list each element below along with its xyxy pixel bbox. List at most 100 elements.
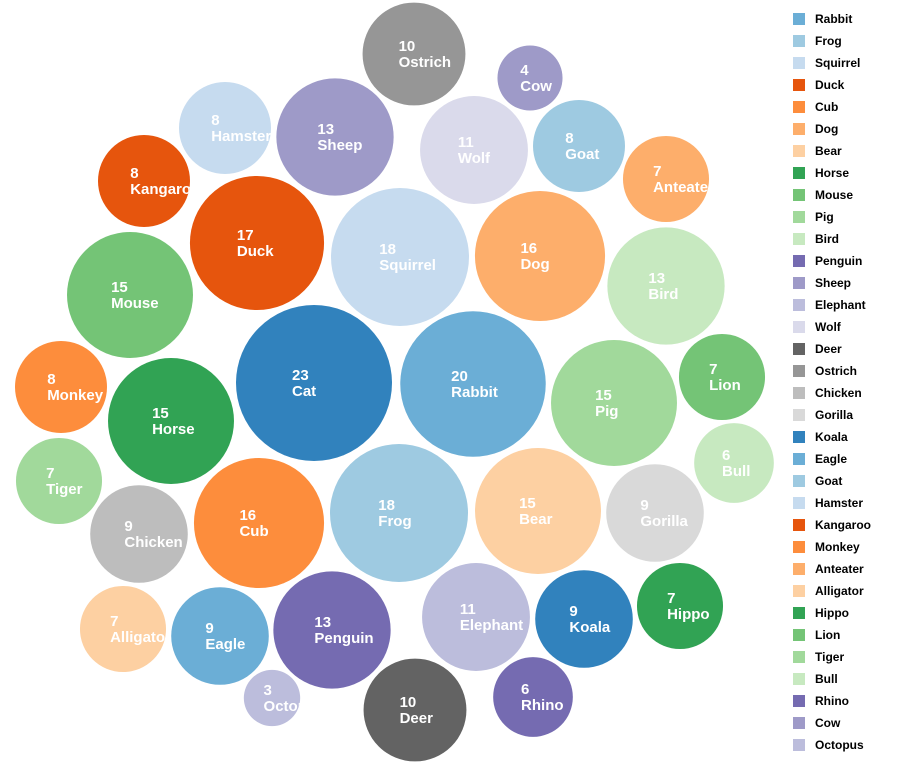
- bubble-circle-sheep[interactable]: [276, 78, 394, 196]
- bubble-circle-ostrich[interactable]: [362, 2, 466, 106]
- legend-item-monkey[interactable]: Monkey: [793, 536, 913, 558]
- bubble-circle-bird[interactable]: [607, 227, 725, 345]
- legend-item-horse[interactable]: Horse: [793, 162, 913, 184]
- legend-item-squirrel[interactable]: Squirrel: [793, 52, 913, 74]
- bubble-circle-deer[interactable]: [363, 658, 467, 762]
- bubble-circle-cub[interactable]: [193, 457, 325, 589]
- legend-item-hippo[interactable]: Hippo: [793, 602, 913, 624]
- bubble-circle-koala[interactable]: [535, 570, 633, 668]
- bubble-circle-elephant[interactable]: [422, 563, 530, 671]
- legend-item-anteater[interactable]: Anteater: [793, 558, 913, 580]
- legend-item-octopus[interactable]: Octopus: [793, 734, 913, 756]
- bubble-circle-lion[interactable]: [678, 333, 766, 421]
- legend-item-bear[interactable]: Bear: [793, 140, 913, 162]
- bubble-circle-dog[interactable]: [474, 190, 606, 322]
- legend-item-dog[interactable]: Dog: [793, 118, 913, 140]
- legend-item-bird[interactable]: Bird: [793, 228, 913, 250]
- bubble-circle-eagle[interactable]: [171, 587, 269, 685]
- legend-item-rhino[interactable]: Rhino: [793, 690, 913, 712]
- legend-item-ostrich[interactable]: Ostrich: [793, 360, 913, 382]
- legend-item-penguin[interactable]: Penguin: [793, 250, 913, 272]
- bubble-circle-squirrel[interactable]: [330, 187, 470, 327]
- bubble-circle-anteater[interactable]: [622, 135, 710, 223]
- bubble-circle-pig[interactable]: [551, 340, 677, 466]
- bubble-circle-cat[interactable]: [236, 305, 392, 461]
- bubble-circle-octopus[interactable]: [243, 669, 301, 727]
- legend-item-bull[interactable]: Bull: [793, 668, 913, 690]
- legend-item-chicken[interactable]: Chicken: [793, 382, 913, 404]
- legend-item-duck[interactable]: Duck: [793, 74, 913, 96]
- bubble-circle-bull[interactable]: [694, 423, 774, 503]
- bubble-circle-frog[interactable]: [329, 443, 469, 583]
- bubble-circle-hamster[interactable]: [178, 81, 272, 175]
- legend-item-hamster[interactable]: Hamster: [793, 492, 913, 514]
- bubble-circle-rabbit[interactable]: [400, 311, 546, 457]
- legend-item-koala[interactable]: Koala: [793, 426, 913, 448]
- legend-item-cow[interactable]: Cow: [793, 712, 913, 734]
- bubble-circle-tiger[interactable]: [15, 437, 103, 525]
- legend-item-mouse[interactable]: Mouse: [793, 184, 913, 206]
- bubble-circle-chicken[interactable]: [90, 485, 188, 583]
- bubble-circle-alligator[interactable]: [79, 585, 167, 673]
- legend-item-gorilla[interactable]: Gorilla: [793, 404, 913, 426]
- bubble-circle-rhino[interactable]: [493, 657, 573, 737]
- legend-item-elephant[interactable]: Elephant: [793, 294, 913, 316]
- bubble-circle-gorilla[interactable]: [606, 464, 704, 562]
- legend-item-eagle[interactable]: Eagle: [793, 448, 913, 470]
- bubble-circle-horse[interactable]: [108, 358, 234, 484]
- legend-item-sheep[interactable]: Sheep: [793, 272, 913, 294]
- legend-item-alligator[interactable]: Alligator: [793, 580, 913, 602]
- legend-item-wolf[interactable]: Wolf: [793, 316, 913, 338]
- bubble-circle-bear[interactable]: [475, 448, 601, 574]
- bubble-circle-mouse[interactable]: [67, 232, 193, 358]
- legend-item-tiger[interactable]: Tiger: [793, 646, 913, 668]
- bubble-circle-duck[interactable]: [189, 175, 325, 311]
- bubble-circle-penguin[interactable]: [273, 571, 391, 689]
- legend-item-cub[interactable]: Cub: [793, 96, 913, 118]
- legend-item-lion[interactable]: Lion: [793, 624, 913, 646]
- bubble-circle-cow[interactable]: [497, 45, 563, 111]
- bubble-circle-kangaroo[interactable]: [97, 134, 191, 228]
- bubble-circle-monkey[interactable]: [14, 340, 108, 434]
- bubble-circle-hippo[interactable]: [636, 562, 724, 650]
- legend-item-pig[interactable]: Pig: [793, 206, 913, 228]
- bubble-circle-goat[interactable]: [532, 99, 626, 193]
- legend-item-rabbit[interactable]: Rabbit: [793, 8, 913, 30]
- legend-item-frog[interactable]: Frog: [793, 30, 913, 52]
- legend-item-deer[interactable]: Deer: [793, 338, 913, 360]
